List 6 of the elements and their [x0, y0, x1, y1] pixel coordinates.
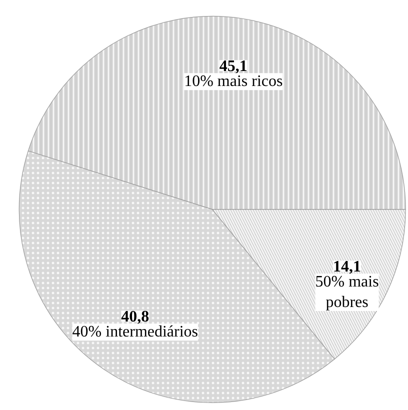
data-label: 40,8 — [121, 308, 150, 326]
slice-label: 40% intermediários — [72, 324, 198, 341]
data-label: 45,1 — [219, 58, 248, 76]
data-label: 14,1 — [333, 258, 362, 276]
slice-label: 10% mais ricos — [184, 73, 283, 90]
slice-label: 50% mais pobres — [315, 274, 379, 312]
